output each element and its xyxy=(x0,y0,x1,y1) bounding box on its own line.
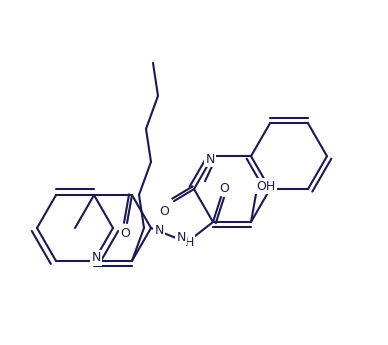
Text: H: H xyxy=(184,236,194,248)
Text: N: N xyxy=(154,224,164,237)
Text: O: O xyxy=(120,227,130,239)
Text: N: N xyxy=(91,252,101,264)
Text: O: O xyxy=(159,205,169,218)
Text: N: N xyxy=(205,153,215,166)
Text: O: O xyxy=(219,181,229,195)
Text: N: N xyxy=(176,230,186,244)
Text: OH: OH xyxy=(256,179,275,193)
